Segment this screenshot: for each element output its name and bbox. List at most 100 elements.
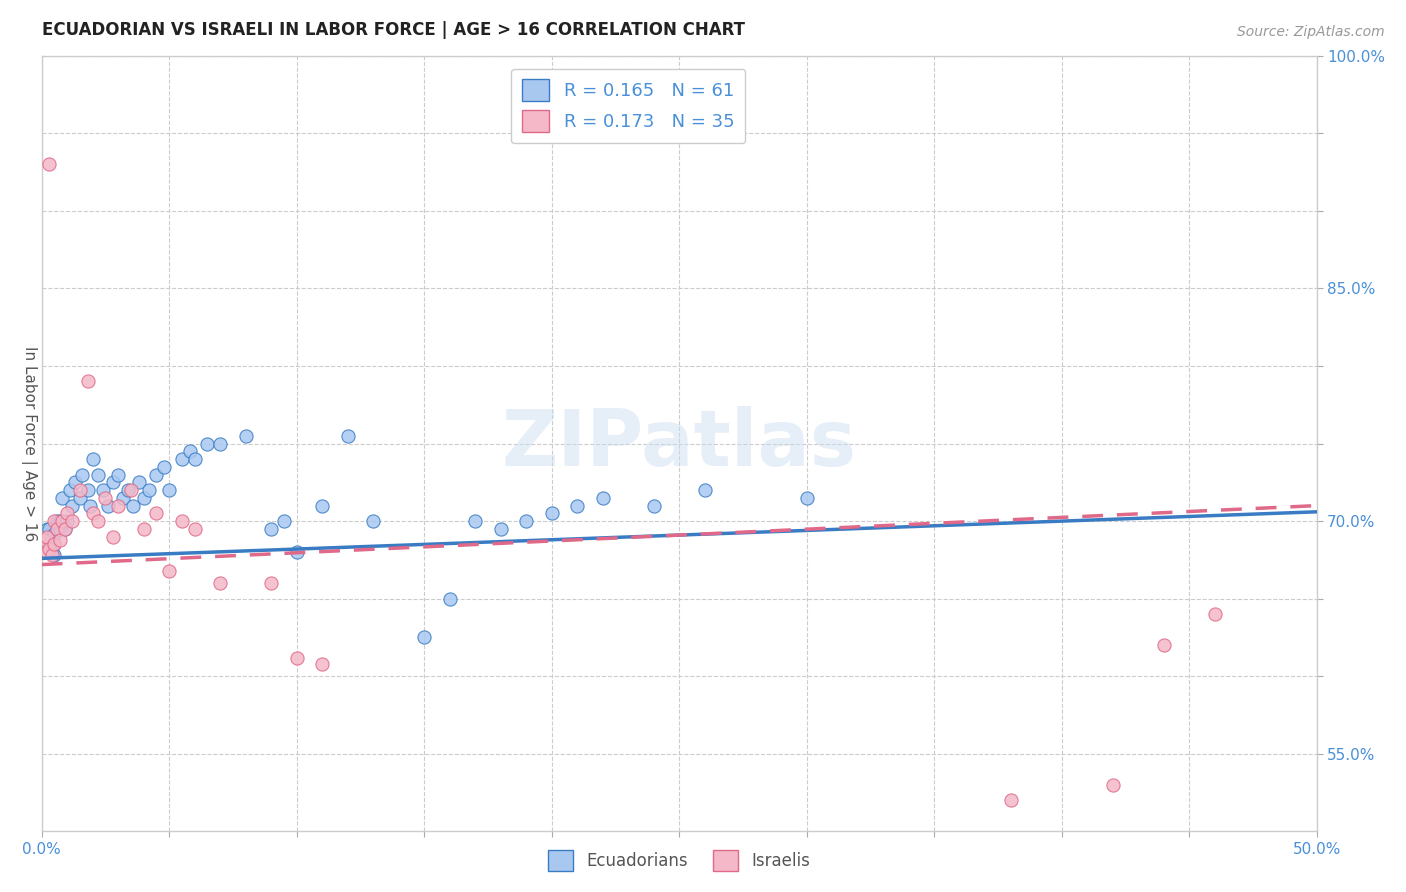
Point bbox=[138, 483, 160, 497]
Point bbox=[515, 514, 537, 528]
Point bbox=[439, 591, 461, 606]
Point bbox=[540, 507, 562, 521]
Point bbox=[35, 545, 58, 559]
Point bbox=[1153, 638, 1175, 652]
Point bbox=[44, 548, 66, 562]
Point bbox=[122, 499, 145, 513]
Y-axis label: In Labor Force | Age > 16: In Labor Force | Age > 16 bbox=[21, 346, 37, 541]
Point bbox=[235, 429, 257, 443]
Point bbox=[101, 530, 124, 544]
Point bbox=[183, 522, 205, 536]
Point bbox=[361, 514, 384, 528]
Point bbox=[592, 491, 614, 505]
Point bbox=[44, 526, 66, 541]
Point bbox=[38, 542, 60, 557]
Text: Source: ZipAtlas.com: Source: ZipAtlas.com bbox=[1237, 25, 1385, 39]
Point bbox=[35, 530, 58, 544]
Point bbox=[197, 436, 219, 450]
Point bbox=[63, 475, 86, 490]
Point bbox=[157, 564, 180, 578]
Point bbox=[32, 533, 55, 547]
Point bbox=[464, 514, 486, 528]
Point bbox=[79, 499, 101, 513]
Point bbox=[132, 522, 155, 536]
Point bbox=[87, 467, 110, 482]
Point bbox=[260, 576, 283, 591]
Point bbox=[209, 436, 232, 450]
Point bbox=[311, 657, 333, 671]
Point bbox=[179, 444, 201, 458]
Point bbox=[97, 499, 120, 513]
Point bbox=[48, 533, 70, 547]
Point bbox=[209, 576, 232, 591]
Point bbox=[170, 452, 193, 467]
Point bbox=[1000, 793, 1022, 807]
Point bbox=[53, 522, 76, 536]
Point bbox=[643, 499, 665, 513]
Point bbox=[311, 499, 333, 513]
Point bbox=[132, 491, 155, 505]
Point bbox=[489, 522, 512, 536]
Point bbox=[44, 514, 66, 528]
Point bbox=[76, 483, 98, 497]
Point bbox=[107, 499, 129, 513]
Point bbox=[59, 483, 82, 497]
Point bbox=[693, 483, 716, 497]
Point bbox=[69, 491, 91, 505]
Point bbox=[69, 483, 91, 497]
Point bbox=[46, 522, 69, 536]
Point bbox=[796, 491, 818, 505]
Point bbox=[1204, 607, 1226, 622]
Point bbox=[82, 507, 104, 521]
Point bbox=[120, 483, 142, 497]
Point bbox=[53, 522, 76, 536]
Point bbox=[41, 545, 63, 559]
Point bbox=[46, 514, 69, 528]
Text: ECUADORIAN VS ISRAELI IN LABOR FORCE | AGE > 16 CORRELATION CHART: ECUADORIAN VS ISRAELI IN LABOR FORCE | A… bbox=[42, 21, 745, 39]
Point bbox=[260, 522, 283, 536]
Point bbox=[44, 537, 66, 551]
Point bbox=[101, 475, 124, 490]
Point bbox=[82, 452, 104, 467]
Point bbox=[413, 631, 436, 645]
Point bbox=[60, 514, 83, 528]
Point bbox=[51, 491, 73, 505]
Point bbox=[567, 499, 589, 513]
Text: ZIPatlas: ZIPatlas bbox=[502, 406, 856, 482]
Point bbox=[44, 537, 66, 551]
Point bbox=[170, 514, 193, 528]
Point bbox=[35, 522, 58, 536]
Point bbox=[94, 491, 117, 505]
Point bbox=[112, 491, 135, 505]
Point bbox=[157, 483, 180, 497]
Point bbox=[48, 522, 70, 536]
Point bbox=[336, 429, 359, 443]
Point bbox=[145, 467, 167, 482]
Legend: Ecuadorians, Israelis: Ecuadorians, Israelis bbox=[541, 844, 817, 878]
Point bbox=[76, 375, 98, 389]
Point bbox=[87, 514, 110, 528]
Point bbox=[153, 459, 176, 474]
Point bbox=[41, 548, 63, 562]
Point bbox=[32, 526, 55, 541]
Point bbox=[273, 514, 295, 528]
Point bbox=[48, 514, 70, 528]
Point bbox=[117, 483, 139, 497]
Point bbox=[41, 530, 63, 544]
Point bbox=[145, 507, 167, 521]
Point bbox=[60, 499, 83, 513]
Point bbox=[38, 522, 60, 536]
Point bbox=[128, 475, 150, 490]
Point bbox=[183, 452, 205, 467]
Point bbox=[51, 514, 73, 528]
Point bbox=[35, 533, 58, 547]
Point bbox=[91, 483, 114, 497]
Point bbox=[1101, 778, 1123, 792]
Point bbox=[285, 650, 308, 665]
Point bbox=[56, 507, 79, 521]
Point bbox=[72, 467, 94, 482]
Point bbox=[38, 537, 60, 551]
Point bbox=[285, 545, 308, 559]
Point bbox=[56, 514, 79, 528]
Point bbox=[107, 467, 129, 482]
